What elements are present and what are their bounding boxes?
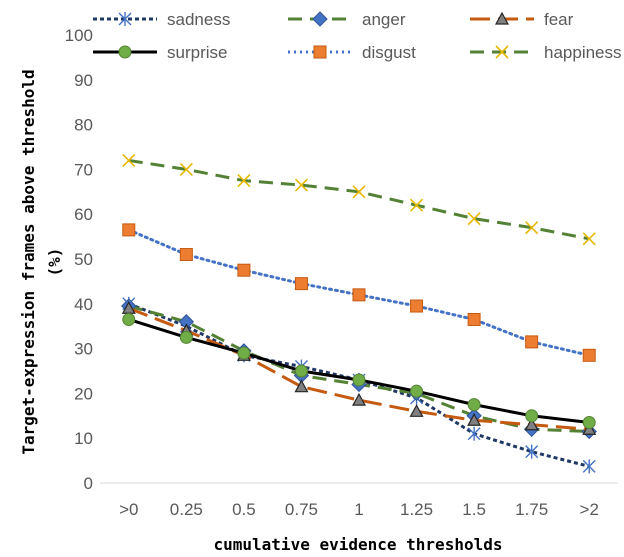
x-tick-label: 0.75 bbox=[285, 500, 318, 519]
legend-item-sadness: sadness bbox=[93, 10, 230, 29]
data-point-happiness bbox=[179, 162, 193, 176]
data-point-disgust bbox=[410, 299, 424, 313]
series-surprise bbox=[122, 312, 596, 430]
data-point-disgust bbox=[582, 348, 596, 362]
y-axis-title: Target-expression frames above threshold… bbox=[19, 69, 64, 454]
y-tick-label: 100 bbox=[65, 26, 93, 45]
legend-label: disgust bbox=[362, 43, 416, 62]
series-happiness bbox=[122, 153, 596, 246]
x-tick-label: >0 bbox=[119, 500, 138, 519]
y-tick-label: 60 bbox=[74, 205, 93, 224]
series-line-happiness bbox=[128, 158, 590, 241]
data-point-happiness bbox=[122, 153, 136, 168]
y-tick-label: 40 bbox=[74, 295, 93, 314]
data-point-surprise bbox=[467, 398, 481, 412]
data-point-surprise bbox=[525, 409, 539, 423]
data-point-surprise bbox=[352, 373, 366, 387]
data-point-surprise bbox=[179, 330, 193, 344]
y-tick-label: 90 bbox=[74, 71, 93, 90]
legend-label: anger bbox=[362, 10, 406, 29]
series-disgust bbox=[122, 223, 596, 362]
legend: sadness anger fear surprise disgust happiness bbox=[93, 10, 622, 62]
data-point-sadness bbox=[582, 459, 596, 474]
data-point-happiness bbox=[525, 221, 539, 235]
data-point-surprise bbox=[294, 364, 308, 378]
data-point-fear bbox=[294, 379, 309, 393]
legend-label: sadness bbox=[167, 10, 230, 29]
data-point-disgust bbox=[294, 277, 308, 291]
data-point-fear bbox=[524, 417, 539, 431]
y-tick-label: 0 bbox=[84, 474, 93, 493]
legend-marker bbox=[118, 45, 132, 59]
legend-marker bbox=[118, 12, 132, 26]
x-tick-label: 1 bbox=[354, 500, 363, 519]
legend-item-anger: anger bbox=[288, 10, 406, 29]
data-point-disgust bbox=[237, 263, 251, 277]
y-tick-label: 30 bbox=[74, 340, 93, 359]
data-point-happiness bbox=[237, 174, 251, 188]
data-point-happiness bbox=[467, 212, 481, 226]
legend-label: happiness bbox=[544, 43, 622, 62]
data-point-fear bbox=[409, 404, 424, 417]
series-line-fear bbox=[128, 306, 590, 431]
data-point-happiness bbox=[582, 232, 596, 246]
legend-item-fear: fear bbox=[470, 10, 574, 29]
data-point-disgust bbox=[467, 312, 481, 326]
data-point-sadness bbox=[467, 426, 481, 441]
data-point-surprise bbox=[582, 416, 596, 430]
x-tick-label: 1.75 bbox=[515, 500, 548, 519]
legend-item-surprise: surprise bbox=[93, 43, 227, 62]
legend-marker bbox=[313, 45, 327, 59]
data-point-happiness bbox=[352, 185, 366, 199]
legend-marker bbox=[312, 11, 328, 27]
legend-marker bbox=[494, 11, 510, 25]
x-axis-title: cumulative evidence thresholds bbox=[214, 535, 503, 554]
data-point-surprise bbox=[122, 312, 136, 326]
data-point-disgust bbox=[352, 288, 366, 302]
data-point-fear bbox=[351, 392, 367, 406]
y-axis-ticks: 0 10 20 30 40 50 60 70 80 90 100 bbox=[65, 26, 93, 493]
series-layer bbox=[121, 153, 597, 474]
data-point-fear bbox=[467, 413, 482, 426]
x-tick-label: 0.25 bbox=[170, 500, 203, 519]
x-tick-label: 1.5 bbox=[462, 500, 486, 519]
legend-label: fear bbox=[544, 10, 574, 29]
data-point-disgust bbox=[122, 223, 136, 237]
y-tick-label: 70 bbox=[74, 160, 93, 179]
x-axis-ticks: >0 0.25 0.5 0.75 1 1.25 1.5 1.75 >2 bbox=[119, 500, 599, 519]
y-tick-label: 20 bbox=[74, 384, 93, 403]
data-point-surprise bbox=[410, 384, 424, 398]
data-point-sadness bbox=[525, 444, 539, 459]
legend-item-happiness: happiness bbox=[470, 43, 622, 62]
data-point-happiness bbox=[294, 178, 309, 192]
legend-marker bbox=[495, 45, 509, 59]
legend-item-disgust: disgust bbox=[288, 43, 416, 62]
x-tick-label: 1.25 bbox=[400, 500, 433, 519]
data-point-happiness bbox=[409, 198, 424, 212]
x-tick-label: 0.5 bbox=[232, 500, 256, 519]
series-anger bbox=[121, 298, 597, 440]
y-tick-label: 50 bbox=[74, 250, 93, 269]
data-point-disgust bbox=[179, 248, 193, 262]
legend-label: surprise bbox=[167, 43, 227, 62]
data-point-surprise bbox=[237, 346, 251, 360]
data-point-disgust bbox=[525, 335, 539, 349]
y-tick-label: 80 bbox=[74, 116, 93, 135]
y-tick-label: 10 bbox=[74, 429, 93, 448]
x-tick-label: >2 bbox=[580, 500, 599, 519]
